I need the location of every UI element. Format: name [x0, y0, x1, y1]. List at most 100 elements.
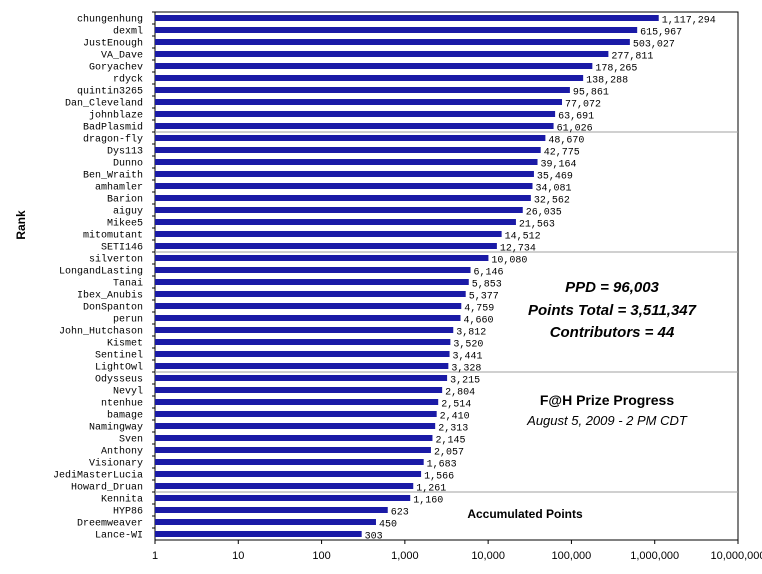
category-label: Mikee5 — [107, 218, 143, 230]
bar — [155, 471, 422, 477]
bars — [155, 15, 659, 537]
bar — [155, 303, 462, 309]
bar — [155, 75, 584, 81]
y-axis-title: Rank — [14, 210, 28, 240]
category-label: BadPlasmid — [83, 122, 143, 134]
value-label: 14,512 — [505, 232, 541, 243]
category-label: Lance-WI — [95, 531, 143, 542]
value-label: 2,804 — [445, 388, 475, 399]
category-label: Goryachev — [89, 62, 143, 74]
bar — [155, 327, 454, 333]
bar — [155, 147, 541, 153]
category-label: quintin3265 — [77, 86, 143, 98]
category-label: JediMasterLucia — [53, 470, 143, 482]
category-label: amhamler — [95, 182, 143, 194]
bar — [155, 135, 546, 141]
value-label: 48,670 — [548, 136, 584, 147]
value-label: 3,328 — [451, 364, 481, 375]
x-tick-label: 1 — [152, 550, 158, 562]
bar — [155, 183, 533, 189]
bar — [155, 399, 439, 405]
category-label: dragon-fly — [83, 134, 143, 146]
bar — [155, 387, 443, 393]
value-label: 3,441 — [453, 352, 483, 363]
value-label: 32,562 — [534, 196, 570, 207]
category-label: Dunno — [113, 159, 143, 170]
value-label: 303 — [365, 532, 383, 543]
value-label: 39,164 — [541, 160, 577, 171]
bar — [155, 363, 449, 369]
bar — [155, 411, 437, 417]
category-label: Kennita — [101, 494, 143, 506]
bar — [155, 111, 556, 117]
bar — [155, 39, 630, 45]
bar — [155, 267, 471, 273]
bar — [155, 531, 362, 537]
category-label: Sven — [119, 435, 143, 446]
category-label: VA_Dave — [101, 51, 143, 62]
bar — [155, 243, 497, 249]
bar — [155, 339, 451, 345]
bar — [155, 123, 554, 129]
x-tick-label: 1,000,000 — [630, 550, 679, 562]
value-label: 1,117,294 — [662, 16, 716, 27]
category-label: Ben_Wraith — [83, 170, 143, 182]
category-label: HYP86 — [113, 507, 143, 518]
bar — [155, 63, 593, 69]
value-label: 26,035 — [526, 208, 562, 219]
bar — [155, 171, 534, 177]
value-label: 3,215 — [450, 376, 480, 387]
value-label: 6,146 — [474, 268, 504, 279]
value-label: 4,660 — [464, 316, 494, 327]
category-label: rdyck — [113, 74, 143, 86]
bar — [155, 27, 638, 33]
bar — [155, 219, 516, 225]
value-label: 95,861 — [573, 88, 609, 99]
bar — [155, 519, 376, 525]
category-label: Visionary — [89, 458, 143, 470]
value-label: 12,734 — [500, 244, 536, 255]
bar — [155, 87, 570, 93]
bar — [155, 51, 609, 57]
chart-subtitle: August 5, 2009 - 2 PM CDT — [526, 413, 688, 428]
category-label: JustEnough — [83, 38, 143, 50]
value-label: 10,080 — [491, 256, 527, 267]
value-label: 2,057 — [434, 448, 464, 459]
category-label: mitomutant — [83, 230, 143, 242]
bar — [155, 423, 436, 429]
bar — [155, 231, 502, 237]
bar — [155, 159, 538, 165]
grid-lines — [152, 11, 738, 529]
value-label: 3,520 — [453, 340, 483, 351]
category-label: Tanai — [113, 278, 143, 290]
value-label: 34,081 — [535, 184, 571, 195]
category-label: Odysseus — [95, 374, 143, 386]
bar — [155, 351, 450, 357]
value-label: 623 — [391, 508, 409, 519]
stat-ppd: PPD = 96,003 — [565, 279, 659, 296]
bar — [155, 447, 431, 453]
x-tick-label: 10 — [232, 550, 244, 562]
bar — [155, 207, 523, 213]
value-label: 2,410 — [440, 412, 470, 423]
x-ticks: 1 10 100 1,000 10,000 100,000 1,000,000 10,000,… — [152, 540, 762, 562]
category-label: LightOwl — [95, 362, 143, 374]
bar — [155, 291, 466, 297]
category-label: Anthony — [101, 446, 143, 458]
stat-points-total: Points Total = 3,511,347 — [528, 302, 697, 319]
value-label: 35,469 — [537, 172, 573, 183]
category-label: Dreemweaver — [77, 519, 143, 530]
value-label: 2,145 — [435, 436, 465, 447]
category-label: johnblaze — [89, 110, 143, 122]
value-label: 61,026 — [557, 124, 593, 135]
bar — [155, 15, 659, 21]
value-label: 21,563 — [519, 220, 555, 231]
bar — [155, 459, 424, 465]
x-tick-label: 100,000 — [552, 550, 592, 562]
category-label: dexml — [113, 26, 143, 38]
category-label: DonSpanton — [83, 303, 143, 314]
value-label: 1,160 — [413, 496, 443, 507]
value-label: 1,261 — [416, 484, 446, 495]
value-label: 2,514 — [441, 400, 471, 411]
